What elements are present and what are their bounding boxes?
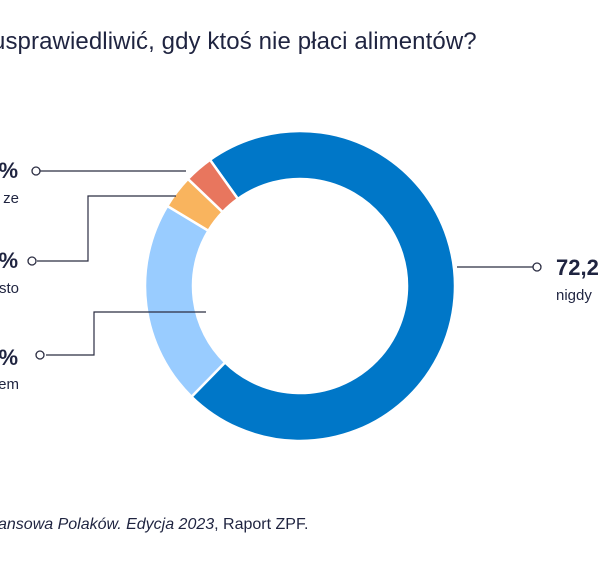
category-label-em: em bbox=[0, 376, 19, 393]
value-label-sto: % bbox=[0, 248, 18, 273]
category-label-nigdy: nigdy bbox=[556, 287, 592, 304]
donut-slice-nigdy bbox=[189, 129, 457, 443]
leader-dot-nigdy bbox=[532, 262, 542, 272]
donut-slice-ze bbox=[186, 158, 240, 214]
source-publisher: , Raport ZPF. bbox=[214, 516, 309, 533]
value-label-em: % bbox=[0, 345, 18, 370]
leader-dot-em bbox=[35, 350, 45, 360]
donut-slice-em bbox=[143, 204, 227, 399]
source-publication: ansowa Polaków. Edycja 2023 bbox=[0, 516, 215, 533]
category-label-ze: ze bbox=[3, 190, 19, 207]
chart-title: usprawiedliwić, gdy ktoś nie płaci alime… bbox=[0, 28, 477, 55]
category-label-sto: sto bbox=[0, 280, 19, 297]
leader-dot-ze bbox=[31, 166, 41, 176]
leader-line-sto bbox=[37, 195, 176, 262]
value-label-nigdy: 72,2 bbox=[556, 255, 599, 280]
leader-line-em bbox=[46, 311, 206, 356]
source-note: ansowa Polaków. Edycja 2023, Raport ZPF. bbox=[0, 516, 308, 534]
value-label-ze: % bbox=[0, 158, 18, 183]
leader-dot-sto bbox=[27, 256, 37, 266]
